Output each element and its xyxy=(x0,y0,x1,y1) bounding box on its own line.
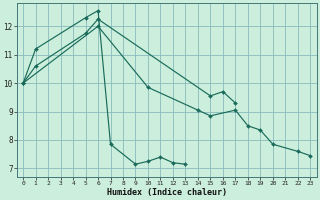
X-axis label: Humidex (Indice chaleur): Humidex (Indice chaleur) xyxy=(107,188,227,197)
